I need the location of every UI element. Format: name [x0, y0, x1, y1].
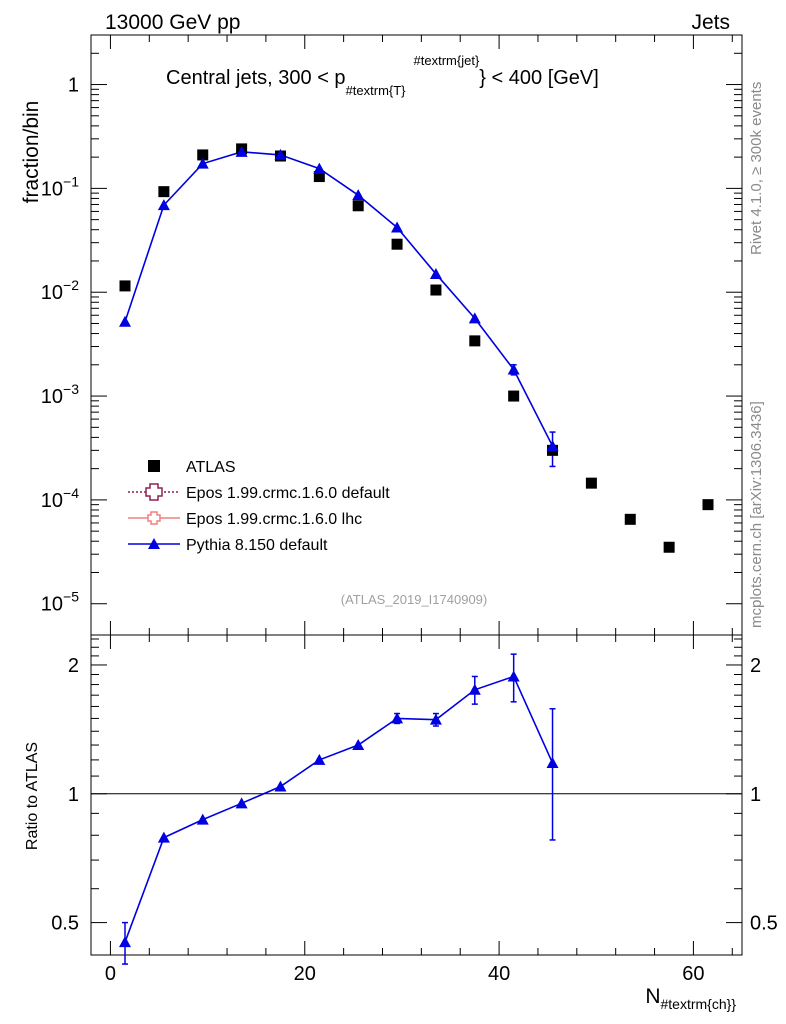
main-ytick-label: 10−4: [41, 485, 79, 512]
ratio-ytick-label-left: 2: [68, 655, 79, 677]
pythia-point: [119, 315, 132, 327]
ratio-ytick-label-left: 0.5: [51, 913, 79, 935]
side-label-top: Rivet 4.1.0, ≥ 300k events: [748, 82, 765, 255]
main-ytick-label-exp: −4: [63, 485, 79, 501]
ratio-panel-frame: [90, 634, 743, 956]
main-ytick-label-exp: −1: [63, 173, 79, 189]
x-tick-label: 20: [294, 963, 316, 985]
ratio-axis-ticks: [91, 635, 742, 955]
ratio-ytick-label-right: 2: [750, 655, 761, 677]
ratio-line: [124, 675, 554, 943]
side-label-bottom: mcplots.cern.ch [arXiv:1306.3436]: [748, 401, 765, 628]
main-ytick-label: 10−2: [41, 277, 79, 304]
ratio-ytick-label-left: 1: [68, 784, 79, 806]
main-ylabel: fraction/bin: [20, 101, 43, 204]
header-right: Jets: [691, 11, 730, 34]
x-tick-label: 0: [105, 963, 116, 985]
x-axis-label: N#textrm{ch}}: [645, 985, 736, 1012]
watermark: (ATLAS_2019_I1740909): [341, 592, 487, 607]
ratio-point: [313, 753, 326, 765]
atlas-point: [702, 499, 714, 511]
main-ytick-label-base: 10: [41, 490, 63, 512]
atlas-point: [352, 200, 364, 212]
pythia-point: [468, 312, 481, 324]
chart-title-prefix: Central jets, 300 < p: [166, 67, 346, 89]
main-ytick-label-exp: −5: [63, 589, 79, 605]
main-ytick-label-base: 10: [41, 178, 63, 200]
ratio-point: [196, 813, 209, 825]
atlas-point: [624, 513, 636, 525]
header-left: 13000 GeV pp: [105, 11, 240, 34]
x-axis-label-sub: #textrm{ch}}: [661, 996, 737, 1012]
main-ytick-label: 10−1: [41, 173, 79, 200]
legend-entry-2-marker: [147, 511, 161, 525]
ratio-point: [157, 831, 170, 843]
ratio-point: [507, 670, 520, 682]
chart-title-sup: #textrm{jet}: [414, 53, 480, 68]
pythia-point: [352, 189, 365, 201]
pythia-point: [313, 162, 326, 174]
main-ytick-label: 1: [68, 75, 79, 97]
legend-entry-3-label: Pythia 8.150 default: [186, 537, 328, 554]
pythia-point: [196, 157, 209, 169]
legend: ATLAS Epos 1.99.crmc.1.6.0 default Epos 1.…: [128, 459, 390, 554]
ratio-point: [235, 797, 248, 809]
ratio-point: [352, 739, 365, 751]
atlas-point: [313, 171, 325, 183]
ratio-point: [274, 780, 287, 792]
main-axis-ticks: [91, 34, 742, 635]
x-tick-label: 60: [682, 963, 704, 985]
ratio-point: [119, 936, 132, 948]
main-ytick-label: 10−5: [41, 589, 79, 616]
main-ytick-label: 10−3: [41, 381, 79, 408]
legend-entry-2-label: Epos 1.99.crmc.1.6.0 lhc: [186, 511, 362, 528]
ratio-ytick-label-right: 0.5: [750, 913, 778, 935]
pythia-point: [235, 145, 248, 157]
legend-entry-3-marker: [148, 538, 160, 549]
ratio-ytick-label-right: 1: [750, 784, 761, 806]
x-tick-label: 40: [488, 963, 510, 985]
main-ytick-label-base: 10: [41, 282, 63, 304]
atlas-point: [469, 335, 481, 347]
pythia-line: [124, 151, 554, 447]
pythia-point: [157, 199, 170, 211]
pythia-point: [391, 221, 404, 233]
ratio-point: [391, 712, 404, 724]
ratio-ylabel: Ratio to ATLAS: [24, 742, 41, 850]
atlas-point: [663, 541, 675, 553]
atlas-point: [158, 186, 170, 198]
main-series-group: [119, 143, 714, 553]
ratio-point: [468, 683, 481, 695]
atlas-point: [197, 149, 209, 161]
legend-entry-0-label: ATLAS: [186, 459, 236, 476]
main-ytick-label-base: 10: [41, 594, 63, 616]
atlas-point: [508, 390, 520, 402]
ratio-point: [429, 713, 442, 725]
main-ytick-label-base: 10: [41, 386, 63, 408]
pythia-point: [507, 363, 520, 375]
legend-entry-1-marker: [145, 483, 163, 501]
chart-title-sub: #textrm{T}: [346, 83, 407, 98]
atlas-point: [391, 238, 403, 250]
atlas-point: [585, 477, 597, 489]
ratio-series-group: [119, 653, 559, 965]
x-axis-label-main: N: [645, 985, 660, 1008]
chart-title: Central jets, 300 < p#textrm{T} #textrm{j…: [166, 53, 599, 98]
ratio-ytick-labels: 0.5 0.5 1 1 2 2: [51, 655, 778, 935]
main-ytick-label-exp: −3: [63, 381, 79, 397]
main-ytick-label-exp: −2: [63, 277, 79, 293]
atlas-point: [430, 284, 442, 296]
legend-entry-0-marker: [148, 460, 160, 472]
x-tick-labels: 0 20 40 60: [105, 963, 705, 985]
ratio-point: [546, 757, 559, 769]
main-ytick-labels: 10−510−410−310−210−11: [41, 75, 79, 616]
pythia-point: [274, 148, 287, 160]
chart-title-suffix: } < 400 [GeV]: [479, 67, 599, 89]
legend-entry-1-label: Epos 1.99.crmc.1.6.0 default: [186, 485, 390, 502]
pythia-point: [429, 267, 442, 279]
pythia-point: [546, 440, 559, 452]
atlas-point: [119, 280, 131, 292]
